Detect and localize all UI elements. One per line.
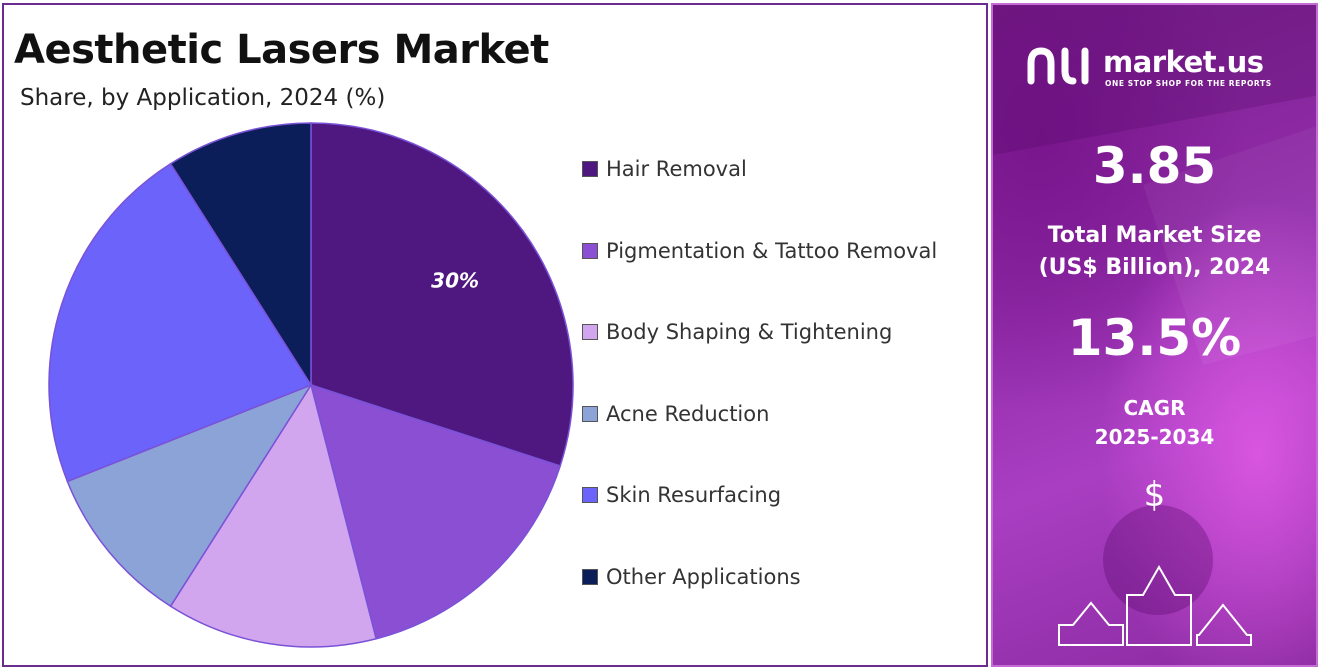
pie-slices (48, 122, 574, 648)
brand-logo: market.us ONE STOP SHOP FOR THE REPORTS (1025, 41, 1295, 91)
data-label-hair-removal: 30% (431, 268, 479, 292)
pie-data-labels: 30% (431, 268, 479, 292)
legend-swatch (582, 569, 598, 585)
pie-slice-pigmentation-tattoo-removal (309, 383, 562, 640)
growth-arrows-icon (1058, 564, 1252, 646)
pie-chart: 30% (48, 122, 574, 648)
legend-swatch (582, 487, 598, 504)
cagr-value: 13.5% (1067, 309, 1242, 367)
legend-label: Body Shaping & Tightening (606, 320, 893, 345)
dollar-icon: $ (1143, 475, 1166, 515)
legend-label: Hair Removal (606, 157, 747, 181)
legend-swatch (582, 324, 598, 341)
pie-slice-acne-reduction (66, 383, 313, 608)
legend-swatch (582, 242, 598, 259)
chart-panel: 30% Aesthetic Lasers Market Share, by Ap… (2, 3, 988, 667)
legend-swatch (582, 405, 598, 422)
legend-item-other-applications: Other Applications (582, 565, 801, 589)
legend-label: Other Applications (606, 565, 801, 589)
legend-item-acne-reduction: Acne Reduction (582, 402, 769, 426)
chart-subtitle: Share, by Application, 2024 (%) (20, 85, 386, 111)
pie-slice-hair-removal (310, 122, 574, 467)
legend-item-skin-resurfacing: Skin Resurfacing (582, 483, 781, 507)
market-size-label-line2: (US$ Billion), 2024 (1038, 255, 1271, 280)
legend-label: Skin Resurfacing (606, 483, 782, 508)
market-us-logo-icon (1027, 47, 1089, 85)
pie-slice-skin-resurfacing (48, 162, 313, 483)
cagr-label-line1: CAGR (1123, 396, 1186, 420)
pie-slice-other-applications (169, 122, 312, 388)
legend-label: Pigmentation & Tattoo Removal (606, 238, 938, 263)
legend-item-pigmentation-tattoo-removal: Pigmentation & Tattoo Removal (582, 239, 937, 263)
legend-swatch (582, 161, 598, 177)
legend-label: Acne Reduction (606, 401, 770, 426)
legend-item-body-shaping-tightening: Body Shaping & Tightening (582, 320, 892, 344)
legend-item-hair-removal: Hair Removal (582, 157, 747, 181)
summary-panel: market.us ONE STOP SHOP FOR THE REPORTS … (991, 3, 1318, 667)
brand-tagline: ONE STOP SHOP FOR THE REPORTS (1105, 79, 1272, 88)
cagr-label-line2: 2025-2034 (1094, 425, 1215, 449)
market-size-label-line1: Total Market Size (1047, 223, 1262, 248)
brand-name: market.us (1103, 45, 1264, 79)
background-decoration (993, 5, 1316, 646)
pie-slice-body-shaping-tightening (169, 383, 378, 648)
market-size-value: 3.85 (1092, 137, 1217, 195)
chart-title: Aesthetic Lasers Market (14, 27, 549, 73)
